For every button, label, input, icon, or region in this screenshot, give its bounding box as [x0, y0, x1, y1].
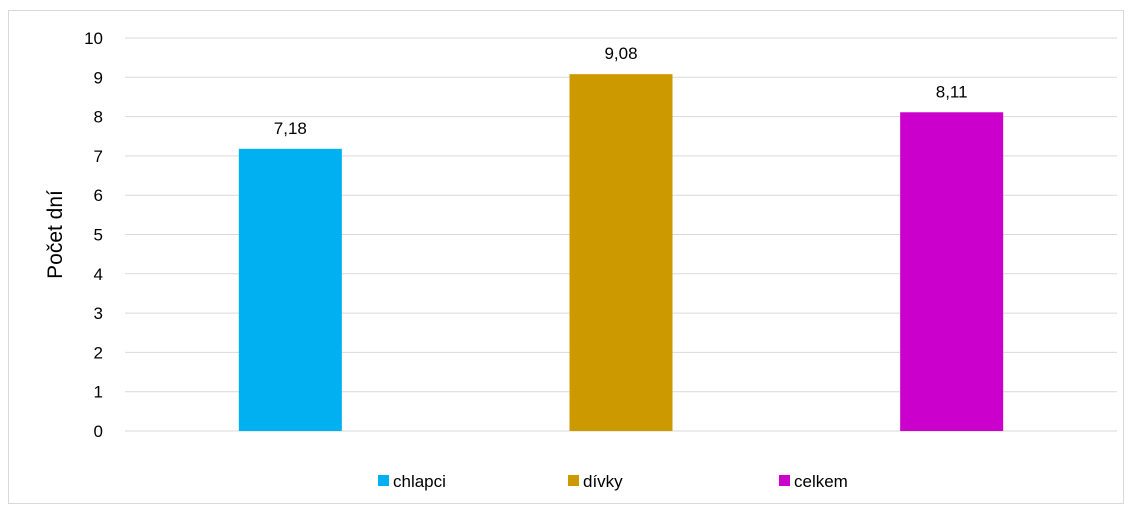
bars	[238, 74, 1004, 432]
y-tick-label: 3	[94, 304, 103, 323]
y-tick-label: 1	[94, 383, 103, 402]
y-tick-label: 10	[84, 29, 103, 48]
y-tick-label: 7	[94, 147, 103, 166]
y-tick-label: 5	[94, 226, 103, 245]
y-tick-label: 9	[94, 68, 103, 87]
data-label: 9,08	[604, 44, 637, 63]
bar	[569, 74, 673, 431]
y-tick-label: 8	[94, 108, 103, 127]
data-labels: 7,18 9,08 8,11	[274, 44, 968, 138]
bar	[238, 148, 342, 432]
y-axis-label: Počet dní	[44, 190, 67, 279]
bar	[900, 112, 1004, 431]
y-tick-label: 2	[94, 343, 103, 362]
y-tick-label: 6	[94, 186, 103, 205]
legend: chlapci dívky celkem	[378, 472, 848, 491]
legend-swatch	[568, 475, 579, 486]
data-label: 8,11	[936, 82, 968, 101]
y-tick-label: 4	[94, 265, 103, 284]
data-label: 7,18	[274, 119, 307, 138]
legend-swatch	[779, 475, 790, 486]
legend-swatch	[378, 475, 389, 486]
legend-label: dívky	[583, 472, 623, 491]
legend-label: celkem	[794, 472, 848, 491]
legend-label: chlapci	[393, 472, 446, 491]
y-tick-label: 0	[94, 422, 103, 441]
y-axis-ticks: 0 1 2 3 4 5 6 7 8 9 10	[84, 29, 103, 441]
